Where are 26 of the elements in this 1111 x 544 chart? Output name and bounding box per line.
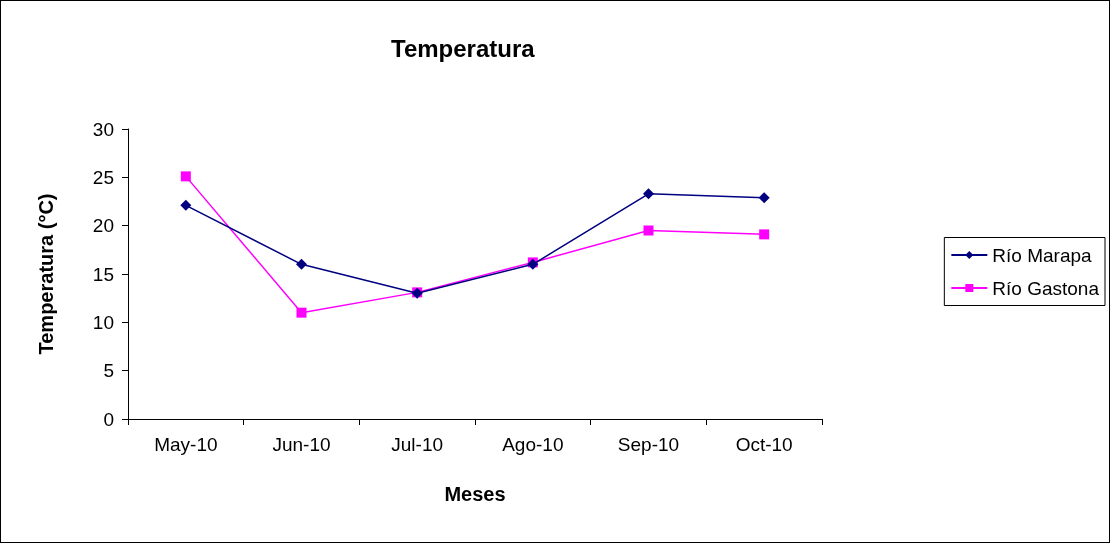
y-tick-label: 30	[92, 118, 114, 140]
point	[296, 307, 307, 318]
y-tick-label: 5	[103, 360, 114, 382]
point	[759, 229, 770, 240]
point	[296, 258, 307, 270]
point	[643, 188, 654, 200]
y-tick-label: 20	[92, 215, 114, 237]
y-tick-label: 15	[92, 263, 114, 285]
x-tick-label: Jun-10	[272, 434, 331, 455]
x-axis-title: Meses	[444, 483, 506, 505]
legend-label: Río Gastona	[992, 277, 1100, 299]
x-tick-label: Oct-10	[735, 434, 793, 455]
y-axis-title: Temperatura (°C)	[35, 193, 57, 355]
x-tick-label: May-10	[154, 434, 218, 455]
chart-title: Temperatura	[391, 34, 536, 62]
x-tick-label: Ago-10	[502, 434, 564, 455]
point	[180, 199, 192, 211]
point	[758, 192, 770, 204]
y-tick-label: 0	[103, 408, 114, 430]
y-tick-label: 25	[92, 166, 114, 188]
y-tick-label: 10	[92, 311, 114, 333]
x-tick-label: Sep-10	[617, 434, 680, 455]
point	[643, 225, 654, 236]
point	[180, 171, 191, 182]
x-tick-label: Jul-10	[391, 434, 444, 455]
legend-label: Río Marapa	[992, 244, 1093, 266]
